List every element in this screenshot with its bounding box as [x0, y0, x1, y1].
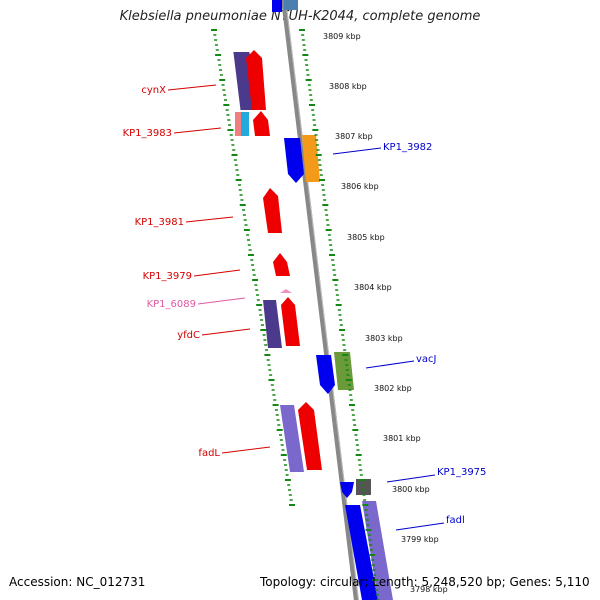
feature-vacj-blue[interactable]: [316, 355, 335, 394]
feature-kp1-3982[interactable]: [302, 135, 320, 182]
scale-tick-label: 3800 kbp: [392, 485, 430, 494]
leader-line: [221, 446, 271, 454]
leader-line: [201, 328, 251, 336]
scale-tick-label: 3807 kbp: [335, 132, 373, 141]
leader-line: [365, 360, 415, 369]
gene-label-vacj[interactable]: vacJ: [416, 354, 437, 365]
gene-label-fadl[interactable]: fadL: [198, 448, 220, 459]
gene-label-fadl-right[interactable]: fadl: [446, 515, 465, 526]
feature-kp1-3981[interactable]: [263, 188, 282, 233]
feature-yfdc-neighbor[interactable]: [263, 300, 282, 348]
feature-kp1-3983b[interactable]: [241, 112, 249, 136]
right-strand-ticks: [299, 29, 380, 600]
leader-line: [167, 84, 217, 91]
accession-text: Accession: NC_012731: [9, 575, 146, 589]
feature-yfdc[interactable]: [281, 297, 300, 346]
scale-tick-label: 3809 kbp: [323, 32, 361, 41]
leader-line: [197, 297, 246, 305]
leader-line: [185, 216, 234, 223]
feature-kp1-3983[interactable]: [253, 111, 270, 136]
feature-kp1-3979[interactable]: [273, 253, 290, 276]
scale-tick-label: 3804 kbp: [354, 283, 392, 292]
scale-tick-label: 3801 kbp: [383, 434, 421, 443]
leader-line: [395, 522, 445, 531]
scale-tick-label: 3805 kbp: [347, 233, 385, 242]
scale-tick-label: 3803 kbp: [365, 334, 403, 343]
scale-tick-label: 3806 kbp: [341, 182, 379, 191]
gene-label-kp1-3979[interactable]: KP1_3979: [143, 271, 192, 282]
feature-fadl-right[interactable]: [362, 501, 393, 600]
feature-kp1-3975[interactable]: [356, 479, 371, 495]
topology-text: Topology: circular; Length: 5,248,520 bp…: [260, 575, 590, 589]
left-strand-ticks: [211, 29, 295, 506]
gene-label-kp1-3982[interactable]: KP1_3982: [383, 142, 432, 153]
gene-label-cynx[interactable]: cynX: [141, 85, 166, 96]
gene-label-kp1-3983[interactable]: KP1_3983: [123, 128, 172, 139]
scale-tick-label: 3798 kbp: [410, 585, 448, 594]
feature-kp1-3983a[interactable]: [235, 112, 241, 136]
feature-kp1-6089[interactable]: [280, 289, 292, 293]
leader-line: [193, 269, 241, 277]
scale-tick-label: 3802 kbp: [374, 384, 412, 393]
genome-backbone-highlight: [285, 0, 359, 600]
scale-tick-label: 3799 kbp: [401, 535, 439, 544]
feature-kp1-3975-blue[interactable]: [340, 482, 354, 498]
feature-cynx[interactable]: [246, 50, 266, 110]
feature-top-blue[interactable]: [272, 0, 282, 12]
feature-kp1-3982-blue[interactable]: [284, 138, 304, 183]
leader-line: [332, 147, 382, 155]
gene-label-kp1-3975[interactable]: KP1_3975: [437, 467, 486, 478]
gene-label-yfdc[interactable]: yfdC: [177, 330, 200, 341]
gene-label-kp1-3981[interactable]: KP1_3981: [135, 217, 184, 228]
feature-fadl-right-blue[interactable]: [345, 505, 378, 600]
leader-line: [173, 127, 222, 134]
gene-label-kp1-6089[interactable]: KP1_6089: [147, 299, 196, 310]
scale-tick-label: 3808 kbp: [329, 82, 367, 91]
genome-backbone: [281, 0, 359, 600]
feature-vacj[interactable]: [334, 352, 354, 390]
feature-top-steel[interactable]: [284, 0, 298, 10]
feature-fadl-neighbor[interactable]: [280, 405, 304, 472]
feature-fadl[interactable]: [298, 402, 322, 470]
map-title: Klebsiella pneumoniae NTUH-K2044, comple…: [119, 9, 481, 24]
leader-line: [386, 474, 436, 483]
